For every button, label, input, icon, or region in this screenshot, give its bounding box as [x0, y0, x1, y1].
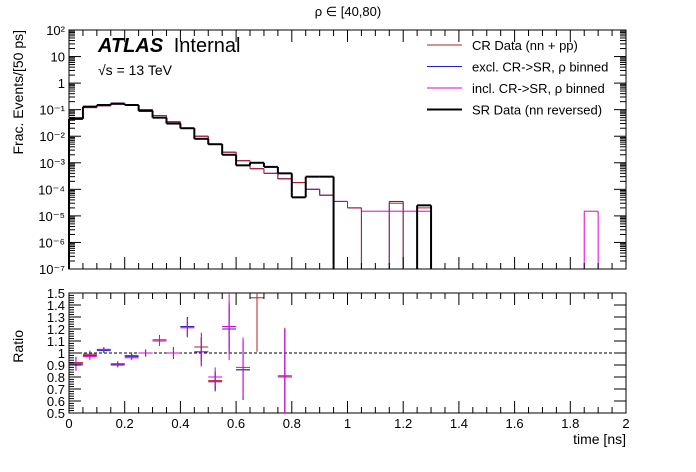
hist-series-sr [68, 102, 433, 269]
main-y-tick-label: 10 [51, 50, 65, 65]
main-y-tick-label: 1 [58, 76, 65, 91]
ratio-y-tick-label: 1.1 [47, 334, 65, 349]
ratio-y-tick-label: 1.4 [47, 298, 65, 313]
x-tick-label: 0.8 [283, 416, 301, 431]
atlas-internal: Internal [174, 35, 241, 57]
main-plot-axes: 10⁻⁷ 10⁻⁶ 10⁻⁵ 10⁻⁴ 10⁻³ 10⁻² 10⁻¹ 1 10 10² [38, 23, 627, 277]
main-y-tick-label: 10² [46, 23, 65, 38]
x-tick-label: 2 [622, 416, 629, 431]
ratio-plot-axes: 0.50.60.70.80.911.11.21.31.41.50 0.2 0.4 0.… [47, 286, 630, 431]
hist-series-cr [68, 103, 432, 269]
x-tick-label: 1.6 [506, 416, 524, 431]
legend: CR Data (nn + pp) excl. CR->SR, ρ binned i… [427, 38, 608, 118]
ratio-ylabel: Ratio [10, 330, 26, 363]
main-y-tick-label: 10⁻⁴ [38, 182, 65, 197]
x-tick-label: 1 [344, 416, 351, 431]
x-axis-label: time [ns] [573, 431, 626, 447]
main-y-tick-label: 10⁻¹ [39, 103, 65, 118]
atlas-label: ATLAS Internal [97, 35, 240, 57]
legend-label-incl: incl. CR->SR, ρ binned [472, 81, 605, 96]
legend-label-cr: CR Data (nn + pp) [472, 38, 578, 53]
main-plot-series [68, 102, 599, 269]
figure-title: ρ ∈ [40,80) [315, 4, 381, 19]
main-y-tick-label: 10⁻⁵ [38, 209, 65, 224]
main-y-tick-label: 10⁻³ [39, 156, 65, 171]
legend-label-excl: excl. CR->SR, ρ binned [472, 60, 608, 75]
ratio-y-tick-label: 0.8 [47, 370, 65, 385]
main-y-tick-label: 10⁻⁶ [38, 235, 65, 250]
ratio-y-tick-label: 1 [58, 346, 65, 361]
ratio-series-incl [69, 293, 292, 413]
ratio-y-tick-label: 0.7 [47, 382, 65, 397]
x-tick-label: 0.2 [116, 416, 134, 431]
x-tick-label: 1.8 [561, 416, 579, 431]
main-y-tick-label: 10⁻² [39, 129, 65, 144]
ratio-y-tick-label: 1.5 [47, 286, 65, 301]
hist-series-excl [68, 103, 432, 269]
atlas-energy: √s = 13 TeV [98, 62, 173, 78]
ratio-y-tick-label: 1.2 [47, 322, 65, 337]
legend-label-sr: SR Data (nn reversed) [472, 103, 602, 118]
x-tick-label: 0 [65, 416, 72, 431]
atlas-bold: ATLAS [97, 35, 164, 57]
main-ylabel: Frac. Events/[50 ps] [10, 30, 26, 155]
main-y-tick-label: 10⁻⁷ [39, 262, 65, 277]
ratio-y-tick-label: 0.5 [47, 406, 65, 421]
ratio-y-tick-label: 0.9 [47, 358, 65, 373]
ratio-y-tick-label: 1.3 [47, 310, 65, 325]
x-tick-label: 0.4 [171, 416, 189, 431]
x-tick-label: 0.6 [227, 416, 245, 431]
ratio-plot-series [69, 293, 292, 413]
ratio-y-tick-label: 0.6 [47, 394, 65, 409]
x-tick-label: 1.2 [394, 416, 412, 431]
ratio-series-excl [69, 305, 292, 413]
x-tick-label: 1.4 [450, 416, 468, 431]
